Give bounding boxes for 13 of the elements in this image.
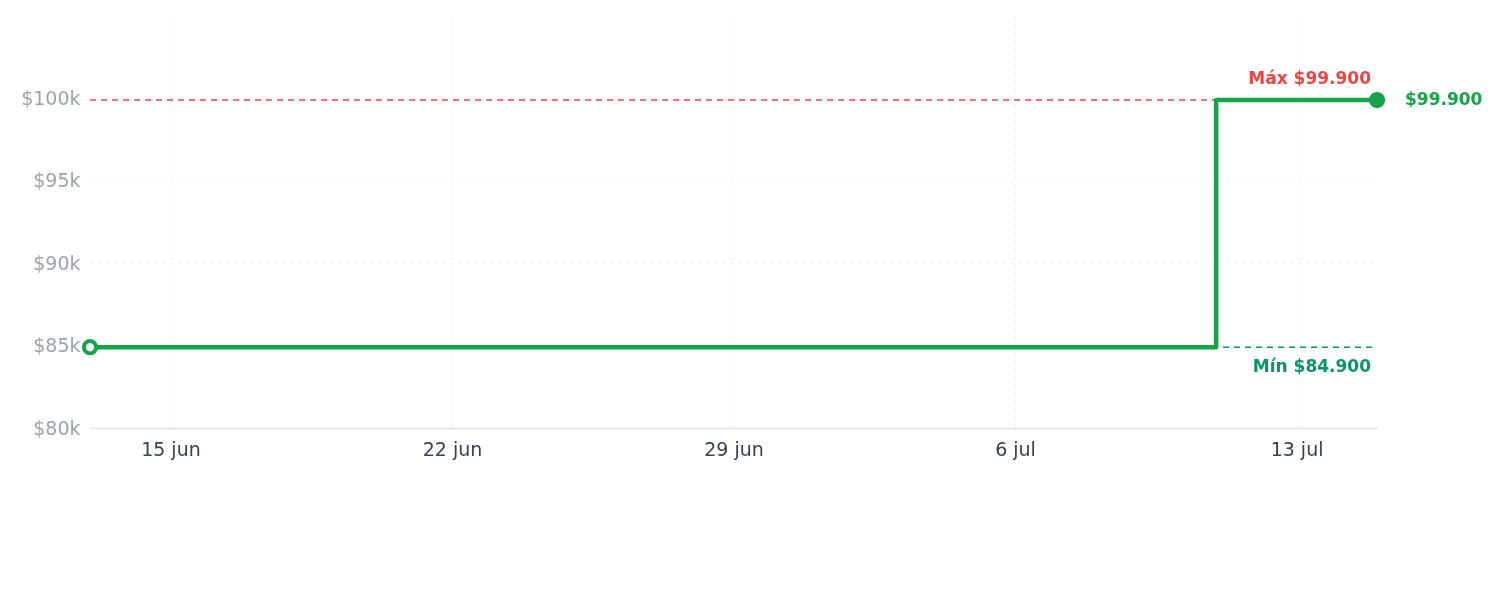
- x-tick-label: 22 jun: [422, 437, 483, 460]
- x-tick-label: 15 jun: [141, 437, 201, 460]
- y-tick-label: $90k: [33, 251, 81, 274]
- x-tick-label: 6 jul: [995, 437, 1036, 460]
- y-tick-label: $100k: [21, 86, 81, 109]
- x-tick-label: 29 jun: [704, 437, 764, 460]
- ref-line-label: Mín $84.900: [1252, 356, 1372, 377]
- x-tick-label: 13 jul: [1270, 437, 1324, 460]
- y-tick-label: $80k: [33, 416, 81, 439]
- ref-line-label: Máx $99.900: [1248, 68, 1372, 89]
- y-tick-label: $95k: [33, 169, 81, 192]
- data-label: $99.900: [1405, 89, 1483, 110]
- y-tick-label: $85k: [33, 334, 81, 357]
